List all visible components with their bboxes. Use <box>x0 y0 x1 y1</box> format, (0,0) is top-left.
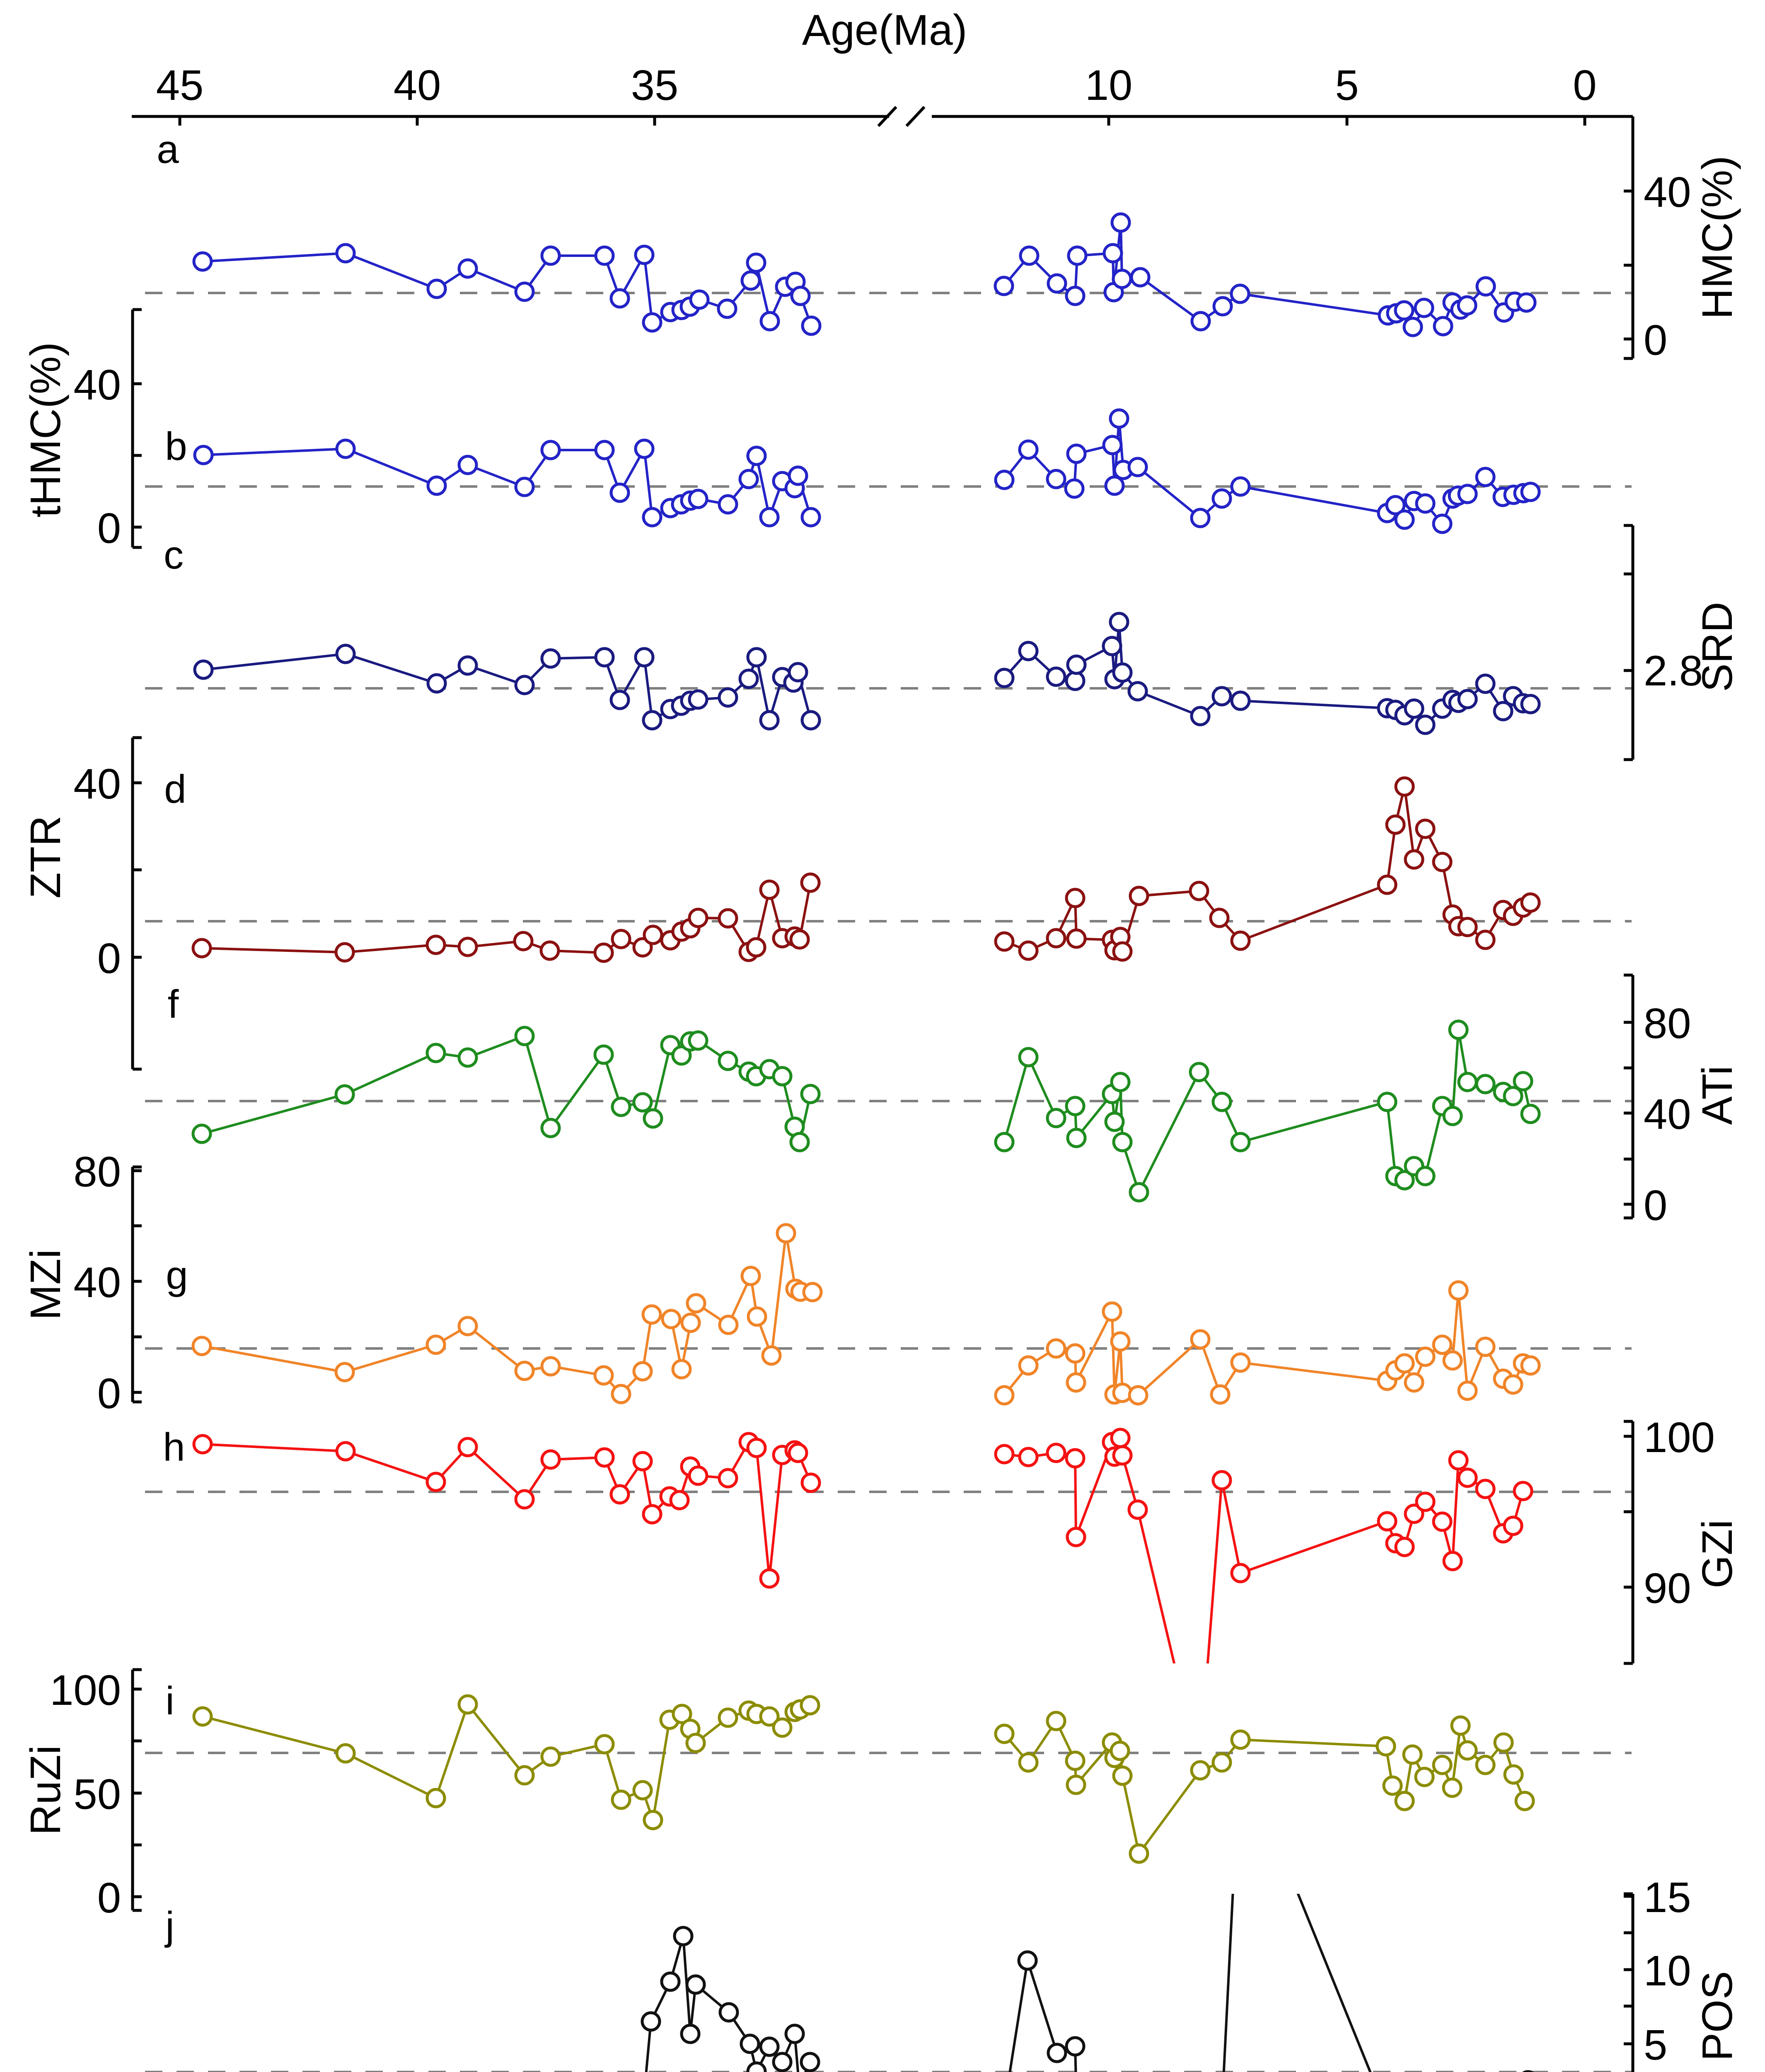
svg-text:40: 40 <box>1644 168 1691 216</box>
svg-text:0: 0 <box>97 1874 121 1922</box>
svg-text:MZi: MZi <box>22 1249 69 1320</box>
svg-text:15: 15 <box>1644 1874 1691 1921</box>
svg-text:40: 40 <box>73 760 121 808</box>
svg-text:POS: POS <box>1693 1971 1741 2061</box>
svg-text:100: 100 <box>1644 1414 1715 1461</box>
svg-text:0: 0 <box>1644 316 1667 364</box>
svg-text:40: 40 <box>394 61 441 109</box>
svg-text:i: i <box>165 1679 174 1723</box>
svg-text:0: 0 <box>1573 61 1596 109</box>
svg-text:50: 50 <box>73 1770 121 1818</box>
svg-text:5: 5 <box>1335 61 1359 109</box>
svg-text:SRD: SRD <box>1693 602 1741 692</box>
svg-text:g: g <box>166 1253 188 1297</box>
svg-text:80: 80 <box>73 1148 121 1196</box>
svg-text:RuZi: RuZi <box>22 1745 69 1835</box>
svg-text:10: 10 <box>1644 1947 1691 1995</box>
svg-text:a: a <box>157 127 179 172</box>
svg-text:GZi: GZi <box>1693 1520 1741 1588</box>
svg-text:ZTR: ZTR <box>22 816 69 898</box>
svg-text:Age(Ma): Age(Ma) <box>802 6 967 54</box>
svg-text:40: 40 <box>73 1259 121 1306</box>
svg-text:2.8: 2.8 <box>1644 647 1703 695</box>
svg-text:d: d <box>164 767 186 811</box>
svg-text:80: 80 <box>1644 1000 1691 1047</box>
svg-text:10: 10 <box>1085 61 1133 109</box>
svg-text:100: 100 <box>50 1666 121 1714</box>
svg-text:40: 40 <box>1644 1090 1691 1138</box>
svg-text:90: 90 <box>1644 1564 1691 1612</box>
svg-text:35: 35 <box>631 61 679 109</box>
svg-text:c: c <box>164 533 184 577</box>
svg-text:40: 40 <box>73 361 121 409</box>
svg-text:f: f <box>168 982 179 1026</box>
svg-text:ATi: ATi <box>1693 1065 1741 1125</box>
svg-text:5: 5 <box>1644 2021 1667 2069</box>
svg-text:tHMC(%): tHMC(%) <box>22 342 69 517</box>
svg-text:45: 45 <box>156 61 204 109</box>
svg-text:0: 0 <box>97 934 121 982</box>
svg-text:0: 0 <box>1644 1181 1667 1229</box>
svg-text:0: 0 <box>97 504 121 552</box>
svg-text:HMC(%): HMC(%) <box>1693 156 1741 320</box>
svg-text:h: h <box>163 1425 185 1469</box>
svg-text:0: 0 <box>97 1370 121 1417</box>
svg-text:b: b <box>165 424 187 469</box>
svg-text:j: j <box>164 1904 174 1948</box>
